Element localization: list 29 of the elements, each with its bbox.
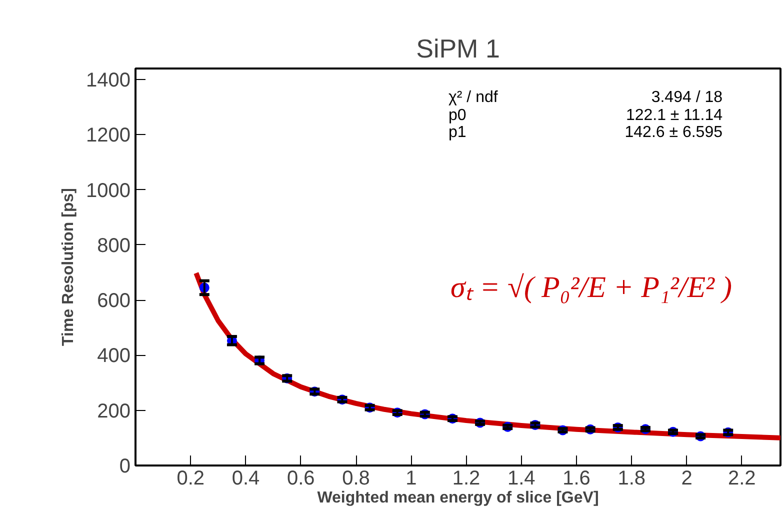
x-tick-label: 0.6 <box>286 468 315 490</box>
y-tick-label: 1000 <box>86 180 131 202</box>
x-tick-label: 1.4 <box>507 468 536 490</box>
x-tick-label: 1 <box>406 468 417 490</box>
y-tick-label: 0 <box>119 456 130 478</box>
x-tick-label: 0.4 <box>232 468 260 490</box>
x-tick-label: 1.2 <box>452 468 480 490</box>
y-tick-label: 800 <box>97 234 131 257</box>
annotation: σₜ = √( P₀²/E + P₁²/E² ) <box>450 271 732 304</box>
chart-title: SiPM 1 <box>416 34 500 64</box>
y-tick-label: 200 <box>97 400 131 422</box>
annotation: χ² / ndf <box>448 89 498 106</box>
y-tick-label: 600 <box>97 290 131 312</box>
x-axis-title: Weighted mean energy of slice [GeV] <box>317 490 599 506</box>
annotation: 142.6 ± 6.595 <box>624 124 723 141</box>
x-tick-label: 1.8 <box>618 468 646 490</box>
annotation: 3.494 / 18 <box>651 89 723 106</box>
annotation: p1 <box>448 124 466 141</box>
x-tick-label: 2.2 <box>728 468 756 490</box>
x-tick-label: 0.2 <box>176 468 205 490</box>
annotation: 122.1 ± 11.14 <box>626 107 723 124</box>
y-tick-label: 1400 <box>86 70 131 92</box>
x-tick-label: 0.8 <box>342 468 370 490</box>
x-tick-label: 1.6 <box>562 468 590 490</box>
y-axis-title: Time Resolution [ps] <box>60 188 78 346</box>
y-tick-label: 400 <box>97 345 131 368</box>
annotation: p0 <box>448 107 466 124</box>
x-tick-label: 2 <box>681 468 692 490</box>
y-tick-label: 1200 <box>86 124 131 147</box>
